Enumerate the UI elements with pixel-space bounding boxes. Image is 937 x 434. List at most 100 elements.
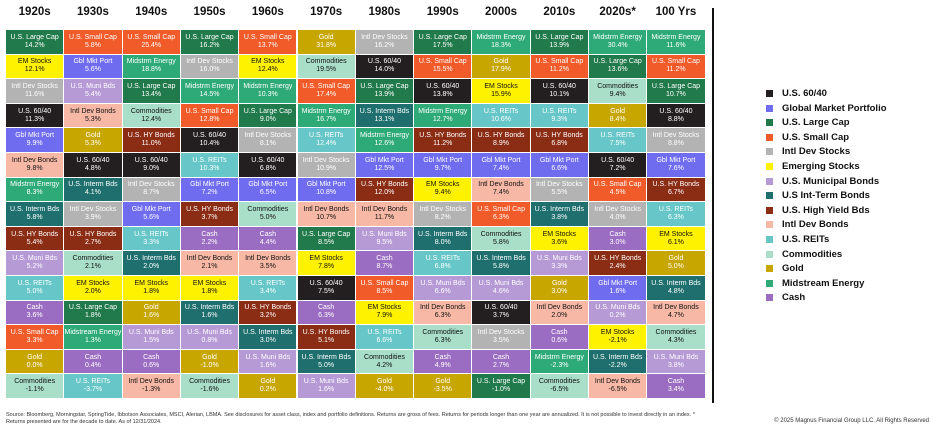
asset-label: U.S. Large Cap (360, 82, 409, 90)
return-value: 11.2% (549, 66, 569, 74)
asset-label: U.S. Large Cap (651, 82, 701, 90)
asset-label: U.S. Muni Bds (478, 279, 524, 287)
asset-label: Intl Dev Stocks (69, 205, 117, 213)
return-cell: U.S. 60/40 13.8% (414, 79, 472, 103)
asset-label: U.S. HY Bonds (11, 230, 59, 238)
asset-label: EM Stocks (426, 181, 460, 189)
return-value: 4.6% (493, 287, 510, 295)
asset-label: U.S. Small Cap (127, 33, 176, 41)
legend-item: U.S. Large Cap (766, 117, 850, 128)
legend-label: Commodities (782, 248, 843, 260)
asset-label: Commodities (538, 378, 580, 386)
return-cell: Gold 0.0% (6, 349, 64, 374)
return-cell: U.S. 60/40 4.8% (64, 153, 122, 177)
return-value: 8.4% (609, 115, 626, 123)
return-cell: U.S. Small Cap 5.8% (64, 30, 122, 54)
column-header: 1920s (18, 6, 51, 18)
return-cell: Commodities 9.4% (589, 79, 647, 103)
return-cell: U.S. Large Cap 13.6% (589, 54, 647, 79)
asset-label: Intl Dev Bonds (536, 304, 583, 312)
return-cell: U.S. 60/40 8.8% (647, 103, 705, 128)
return-value: 2.0% (143, 263, 160, 271)
return-value: 9.0% (259, 115, 276, 123)
return-value: 30.4% (607, 41, 628, 49)
return-value: 5.0% (667, 263, 684, 271)
return-cell: U.S. HY Bonds 3.2% (239, 300, 297, 325)
return-value: 3.4% (259, 287, 276, 295)
asset-label: U.S. HY Bonds (69, 230, 117, 238)
asset-label: Intl Dev Stocks (11, 82, 58, 90)
return-value: 9.4% (434, 189, 451, 197)
return-cell: U.S. Interm Bds 5.8% (472, 251, 530, 275)
return-value: 6.6% (551, 164, 568, 172)
return-value: 5.0% (26, 287, 43, 295)
return-cell: EM Stocks -2.1% (589, 325, 647, 349)
legend-label: U.S. High Yield Bds (782, 204, 870, 216)
return-cell: U.S. Large Cap 14.2% (6, 30, 64, 54)
return-cell: U.S. Small Cap 25.4% (122, 30, 180, 54)
return-value: 8.5% (318, 238, 335, 246)
return-value: 12.6% (374, 140, 395, 148)
asset-label: U.S. 60/40 (484, 304, 518, 312)
return-value: 16.2% (374, 41, 395, 49)
asset-label: U.S. Interm Bds (418, 230, 468, 238)
return-value: 7.2% (609, 164, 626, 172)
return-value: 5.8% (493, 238, 510, 246)
return-cell: Midstrm Energy 18.8% (122, 54, 180, 79)
return-value: -2.3% (550, 361, 569, 369)
asset-label: Intl Dev Bonds (70, 107, 116, 115)
return-cell: U.S. Interm Bds 4.1% (64, 177, 122, 202)
return-value: 12.8% (199, 115, 220, 123)
asset-label: U.S. Interm Bds (651, 279, 701, 287)
return-value: -3.7% (83, 386, 103, 394)
footnote: Source: Bloomberg, Morningstar, SpringTi… (6, 412, 695, 425)
asset-label: U.S. Muni Bds (303, 378, 349, 386)
return-cell: EM Stocks 2.0% (64, 276, 122, 300)
return-cell: Intl Dev Bonds 11.7% (355, 202, 414, 226)
return-cell: U.S. REITs 10.3% (180, 153, 239, 177)
legend-label: Intl Dev Bonds (782, 219, 849, 231)
asset-label: U.S. Muni Bds (362, 230, 407, 238)
asset-label: Gold (377, 378, 392, 386)
return-cell: U.S. Muni Bds 3.8% (647, 349, 705, 374)
return-cell: U.S. Small Cap 11.2% (530, 54, 588, 79)
return-cell: U.S. Large Cap 10.7% (647, 79, 705, 103)
return-value: 0.4% (84, 361, 101, 369)
return-cell: Midstream Energy 1.3% (64, 325, 122, 349)
return-value: 7.4% (493, 189, 510, 197)
asset-label: Gbl Mkt Port (306, 181, 346, 189)
return-value: 2.7% (493, 361, 510, 369)
return-cell: Cash 0.6% (122, 349, 180, 374)
return-value: 3.5% (493, 336, 510, 344)
legend-label: U.S. Municipal Bonds (782, 175, 880, 187)
return-cell: U.S. Muni Bds 3.3% (530, 251, 588, 275)
return-value: 10.9% (316, 164, 337, 172)
return-value: 10.6% (491, 115, 511, 123)
asset-label: Commodities (14, 378, 56, 386)
asset-label: Gbl Mkt Port (15, 132, 55, 140)
return-value: 10.1% (549, 90, 570, 98)
return-cell: Commodities 4.3% (647, 325, 705, 349)
asset-label: U.S. Interm Bds (534, 205, 585, 213)
asset-label: U.S. REITs (600, 132, 635, 140)
return-value: 4.5% (609, 189, 626, 197)
legend-swatch (766, 206, 773, 214)
return-value: 9.3% (551, 115, 568, 123)
return-cell: U.S. 60/40 10.4% (180, 128, 239, 152)
return-cell: U.S. Interm Bds -2.2% (589, 349, 647, 374)
asset-label: Cash (551, 328, 568, 336)
return-value: 3.7% (201, 213, 218, 221)
asset-label: Midstrm Energy (534, 353, 584, 361)
return-value: 4.0% (609, 213, 626, 221)
asset-label: U.S. REITs (367, 328, 402, 336)
return-value: 5.0% (259, 213, 276, 221)
return-cell: U.S. REITs 9.3% (530, 103, 588, 128)
return-cell: Intl Dev Bonds 3.5% (239, 251, 297, 275)
asset-label: U.S. HY Bonds (186, 205, 234, 213)
asset-label: U.S. REITs (134, 230, 169, 238)
return-cell: Cash 0.4% (64, 349, 122, 374)
return-cell: Gold 5.3% (64, 128, 122, 152)
asset-label: U.S. Muni Bds (12, 255, 58, 263)
return-cell: Gold -3.5% (414, 374, 472, 398)
asset-label: U.S. 60/40 (309, 279, 343, 287)
